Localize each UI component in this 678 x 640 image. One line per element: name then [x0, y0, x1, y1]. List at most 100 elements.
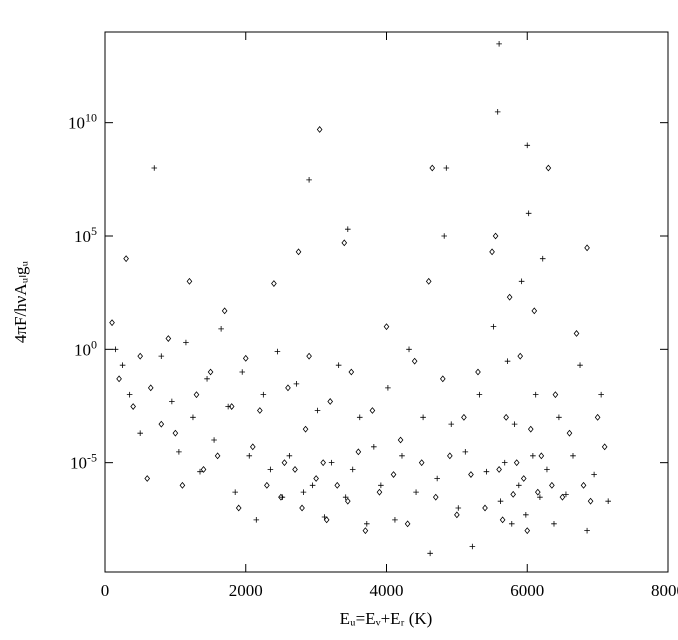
point — [454, 511, 460, 519]
point — [349, 466, 356, 473]
point — [246, 453, 253, 459]
point — [429, 164, 436, 172]
x-tick-label: 6000 — [510, 581, 544, 600]
point — [476, 391, 483, 398]
point — [390, 471, 397, 478]
point — [137, 430, 143, 436]
point — [520, 475, 527, 482]
point — [504, 358, 511, 364]
plot-frame — [104, 31, 669, 573]
point — [462, 449, 469, 455]
point — [524, 142, 531, 149]
point — [309, 482, 316, 489]
point — [119, 362, 126, 368]
point — [190, 414, 196, 421]
point — [257, 407, 263, 414]
point — [566, 429, 573, 437]
point — [232, 489, 238, 495]
point — [455, 505, 462, 511]
point — [363, 521, 370, 527]
point — [413, 489, 419, 495]
point — [221, 307, 228, 315]
point — [523, 512, 529, 518]
point — [286, 453, 293, 459]
point — [342, 494, 349, 500]
point — [531, 307, 538, 315]
point — [267, 466, 274, 473]
point — [151, 165, 158, 171]
point — [116, 375, 122, 383]
point — [344, 497, 351, 505]
point — [371, 444, 377, 450]
point — [518, 278, 525, 285]
point — [499, 516, 506, 524]
point — [200, 466, 207, 473]
point — [601, 443, 608, 451]
point — [109, 319, 115, 327]
point — [130, 403, 136, 410]
point — [328, 459, 335, 466]
x-tick-label: 2000 — [229, 581, 263, 600]
point — [532, 391, 539, 398]
point — [264, 481, 270, 489]
point — [432, 493, 439, 501]
point — [489, 248, 495, 256]
y-tick-label: 100 — [74, 337, 97, 359]
point — [112, 346, 119, 353]
point — [584, 527, 590, 534]
point — [591, 471, 597, 478]
point — [179, 481, 186, 489]
point — [503, 413, 509, 421]
point — [376, 488, 383, 496]
point — [300, 489, 307, 495]
point — [516, 482, 522, 489]
point — [271, 280, 277, 287]
point — [313, 475, 319, 482]
point — [356, 414, 363, 421]
point — [369, 407, 376, 414]
point — [225, 403, 231, 410]
point — [147, 384, 154, 392]
point — [525, 210, 532, 217]
point — [399, 453, 405, 459]
point — [341, 239, 348, 247]
x-tick-label: 8000 — [651, 581, 678, 600]
point — [218, 326, 224, 332]
point — [527, 425, 534, 433]
point — [584, 244, 590, 252]
point — [362, 527, 369, 535]
point — [193, 391, 200, 399]
point — [563, 491, 569, 498]
point — [123, 255, 129, 263]
point — [537, 494, 543, 500]
point — [513, 459, 520, 467]
point — [492, 232, 499, 240]
point — [242, 354, 249, 362]
point — [448, 421, 455, 427]
point — [434, 475, 440, 482]
point — [534, 488, 541, 496]
point — [249, 443, 256, 451]
point — [461, 413, 467, 421]
point — [506, 293, 513, 301]
point — [348, 368, 355, 376]
point — [355, 448, 362, 456]
point — [169, 398, 175, 405]
point — [545, 164, 552, 172]
point — [176, 449, 182, 455]
point — [475, 368, 481, 376]
point — [306, 177, 312, 183]
point — [299, 504, 305, 512]
point — [441, 233, 448, 239]
point — [494, 109, 501, 115]
point — [306, 352, 312, 360]
point — [570, 453, 576, 459]
point — [549, 481, 555, 489]
point — [468, 471, 474, 478]
point — [530, 453, 536, 459]
point — [344, 226, 351, 232]
point — [302, 425, 309, 433]
point — [334, 481, 341, 489]
point — [425, 277, 432, 285]
